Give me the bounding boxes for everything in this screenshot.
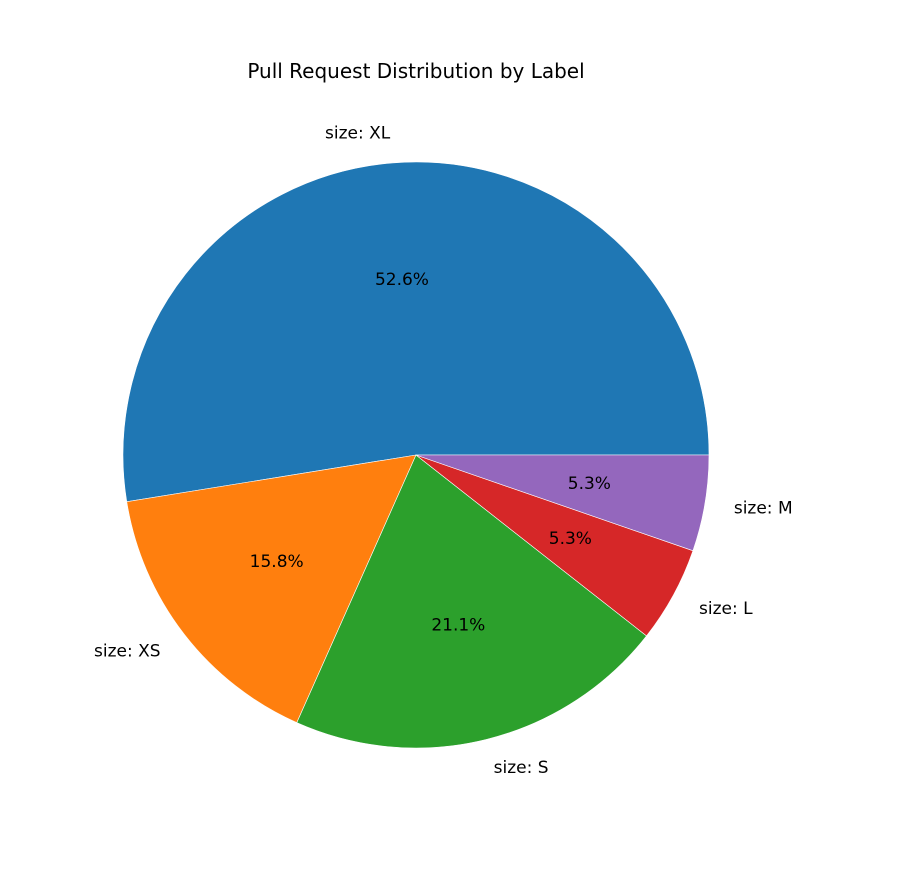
pie-slice — [126, 454, 417, 724]
pie-slice — [122, 161, 710, 503]
slice-label: size: XS — [94, 642, 161, 662]
pie-labels: size: XL 52.6% size: XS 15.8% size: S 21.1% si… — [94, 124, 793, 778]
slice-percent-label: 5.3% — [568, 474, 611, 494]
slice-percent-label: 52.6% — [375, 270, 429, 290]
pie-slice — [296, 454, 647, 749]
slice-label: size: L — [699, 599, 753, 619]
slice-percent-label: 15.8% — [250, 552, 304, 572]
slice-percent-label: 21.1% — [431, 616, 485, 636]
slice-label: size: XL — [325, 124, 391, 144]
slice-label: size: M — [734, 498, 793, 518]
pie-slices — [122, 161, 710, 749]
slice-percent-label: 5.3% — [549, 529, 592, 549]
pie-slice — [415, 454, 710, 552]
chart-title: Pull Request Distribution by Label — [247, 59, 584, 83]
slice-label: size: S — [494, 758, 549, 778]
